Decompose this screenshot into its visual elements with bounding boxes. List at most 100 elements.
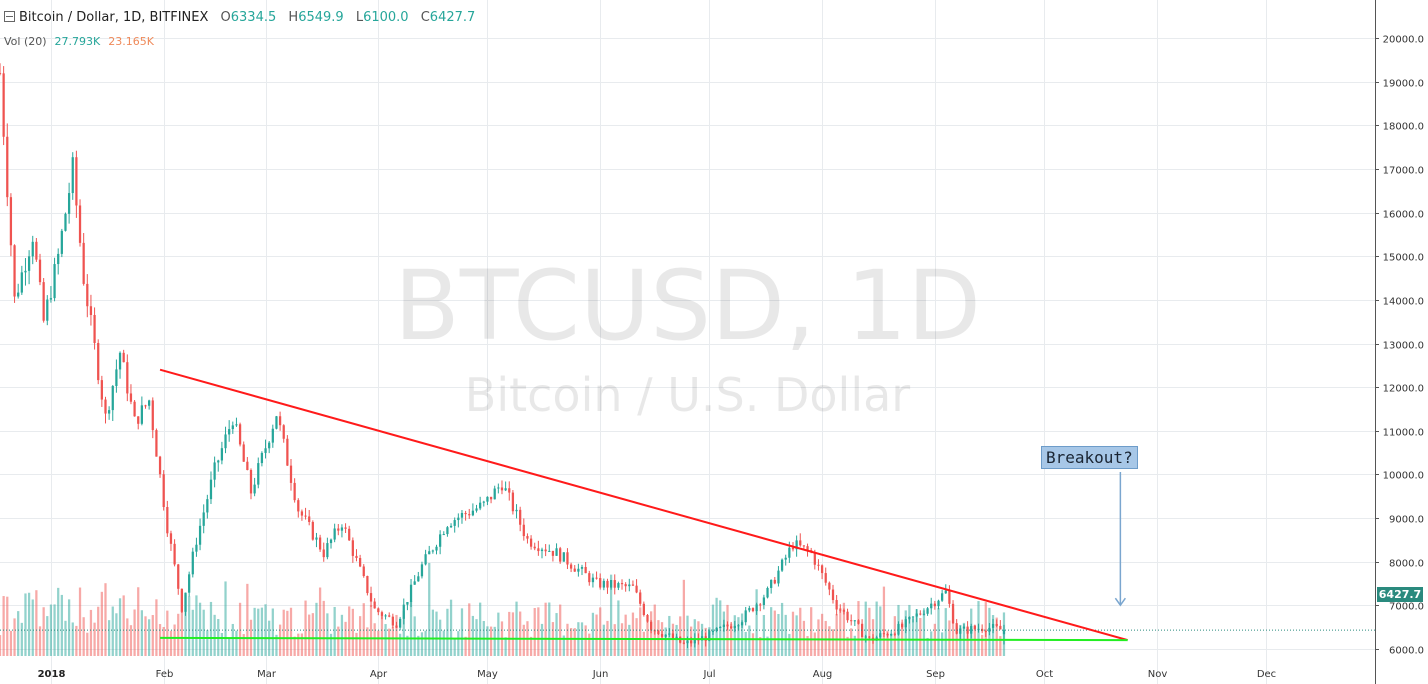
candle-body	[409, 584, 413, 603]
volume-bar	[460, 608, 464, 656]
candle-body	[715, 627, 718, 632]
volume-bar	[762, 615, 766, 656]
candle-body	[548, 550, 551, 552]
candle-body	[751, 608, 755, 612]
volume-bar	[951, 608, 955, 656]
candle-body	[155, 430, 158, 457]
volume-bar	[609, 574, 613, 656]
volume-bar	[435, 611, 438, 656]
candle-body	[1002, 630, 1006, 635]
resistance-trendline	[159, 368, 1128, 642]
time-axis[interactable]: 2018 Feb Mar Apr May Jun Jul Aug Sep Oct Nov Dec	[0, 669, 1375, 684]
candle-body	[53, 264, 56, 299]
candle-body	[944, 590, 947, 594]
candle-body	[766, 587, 769, 598]
candle-body	[904, 619, 907, 628]
volume-bar	[82, 617, 85, 656]
candle-body	[573, 568, 576, 572]
close-value: 6427.7	[429, 10, 476, 25]
volume-bar	[118, 598, 122, 656]
candle-body	[828, 582, 831, 590]
candle-body	[962, 626, 966, 629]
volume-bar	[100, 591, 103, 656]
price-axis[interactable]: 20000.0 19000.0 18000.0 17000.0 16000.0 15000…	[1375, 0, 1428, 684]
breakout-callout[interactable]: Breakout?	[1041, 446, 1138, 469]
volume-bar	[715, 597, 718, 656]
candle-body	[388, 615, 391, 617]
candle-body	[235, 424, 238, 426]
volume-bar	[144, 616, 147, 656]
volume-bar	[628, 624, 631, 656]
candle-body	[406, 602, 409, 605]
candle-body	[115, 369, 118, 387]
volume-bar	[617, 600, 620, 656]
candle-body	[424, 554, 427, 565]
volume-legend[interactable]: Vol (20) 27.793K 23.165K	[4, 35, 154, 48]
candle-body	[271, 428, 274, 443]
volume-bar	[377, 630, 380, 656]
candle-body	[559, 548, 562, 562]
candle-body	[991, 623, 995, 628]
candle-body	[791, 547, 795, 550]
candle-body	[660, 634, 664, 637]
volume-bar	[333, 606, 336, 656]
candle-body	[690, 640, 693, 644]
volume-bar	[67, 599, 71, 656]
price-tick-label: 14000.0	[1383, 297, 1424, 308]
candle-body	[599, 578, 602, 588]
volume-bar	[162, 626, 165, 656]
candle-body	[286, 438, 289, 466]
candle-body	[133, 401, 136, 417]
candle-body	[853, 620, 856, 622]
candle-body	[737, 625, 740, 627]
candle-body	[780, 559, 784, 571]
candle-body	[628, 584, 631, 587]
candle-body	[540, 549, 544, 552]
collapse-icon[interactable]	[4, 11, 15, 22]
candle-body	[402, 604, 405, 619]
volume-bar	[6, 596, 9, 656]
volume-bar	[566, 623, 569, 656]
volume-bar	[504, 637, 507, 656]
price-axis-bg	[1375, 0, 1428, 684]
volume-bar	[471, 615, 475, 656]
candle-body	[813, 552, 816, 565]
candle-body	[180, 588, 184, 612]
volume-bar	[475, 619, 478, 656]
volume-bar	[155, 599, 158, 656]
price-tick-label: 15000.0	[1383, 253, 1424, 264]
volume-bar	[766, 636, 769, 656]
volume-bar	[708, 627, 711, 656]
candle-body	[726, 624, 729, 627]
candle-body	[770, 579, 773, 588]
candle-body	[0, 73, 2, 75]
candle-body	[562, 552, 565, 562]
candle-body	[831, 589, 835, 601]
volume-bar	[42, 607, 45, 656]
volume-bar	[406, 635, 409, 656]
symbol-title[interactable]: Bitcoin / Dollar, 1D, BITFINEX	[19, 10, 209, 25]
volume-bar	[751, 633, 755, 656]
volume-bar	[890, 635, 893, 656]
candle-body	[966, 626, 969, 634]
candle-body	[533, 546, 536, 549]
volume-bar	[322, 600, 325, 656]
candle-body	[439, 534, 442, 547]
candle-body	[329, 539, 333, 544]
volume-bar	[588, 633, 591, 656]
volume-bar	[420, 632, 424, 656]
volume-bar	[857, 601, 860, 656]
volume-bar	[180, 590, 184, 656]
candle-body	[860, 623, 864, 638]
candle-body	[642, 603, 645, 616]
candle-body	[100, 380, 103, 400]
volume-bar	[791, 611, 795, 656]
volume-bar	[384, 624, 387, 656]
candle-body	[35, 241, 38, 260]
volume-bar	[213, 614, 216, 656]
volume-bar	[235, 630, 238, 656]
candle-body	[126, 362, 129, 394]
volume-bar	[340, 614, 344, 656]
candle-body	[217, 460, 220, 463]
